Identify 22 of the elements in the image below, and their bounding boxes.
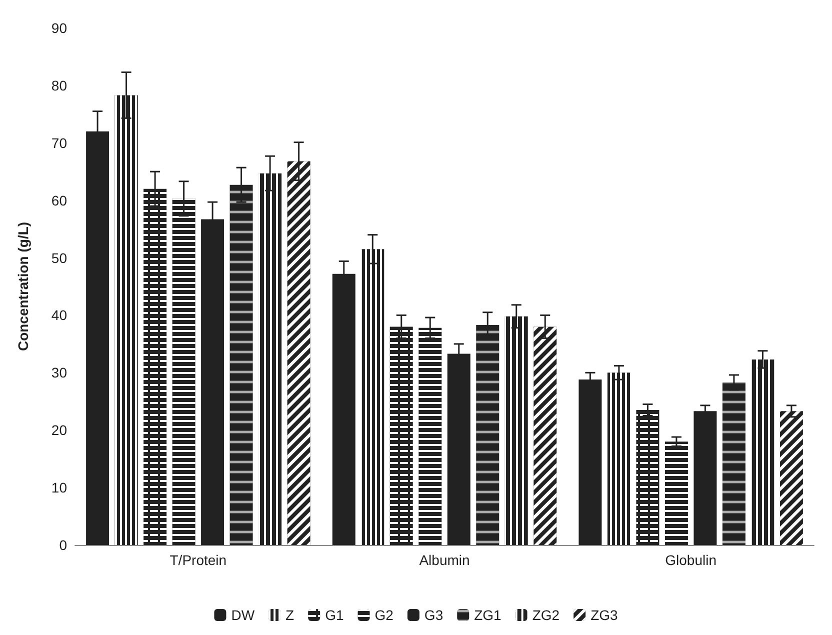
legend-label: ZG1 — [474, 607, 502, 623]
legend-label: ZG3 — [590, 607, 618, 623]
y-tick-label: 70 — [51, 134, 68, 151]
y-tick-label: 40 — [51, 307, 68, 324]
y-axis-title: Concentration (g/L) — [15, 222, 31, 352]
y-tick-label: 20 — [51, 422, 68, 438]
x-tick-label: T/Protein — [170, 552, 227, 568]
x-tick-label: Albumin — [419, 552, 470, 568]
legend-label: G3 — [424, 607, 444, 623]
y-tick-label: 50 — [51, 250, 68, 266]
y-tick-label: 10 — [51, 480, 68, 496]
y-tick-label: 80 — [51, 77, 68, 94]
legend-label: DW — [231, 607, 256, 623]
x-tick-label: Globulin — [665, 552, 717, 568]
legend-label: ZG2 — [532, 607, 560, 623]
y-tick-label: 30 — [51, 364, 68, 381]
y-tick-label: 60 — [51, 192, 68, 208]
legend-label: Z — [286, 607, 295, 623]
y-tick-label: 0 — [59, 537, 68, 553]
legend-label: G1 — [325, 607, 344, 623]
legend-label: G2 — [374, 607, 394, 623]
y-tick-label: 90 — [51, 20, 68, 36]
